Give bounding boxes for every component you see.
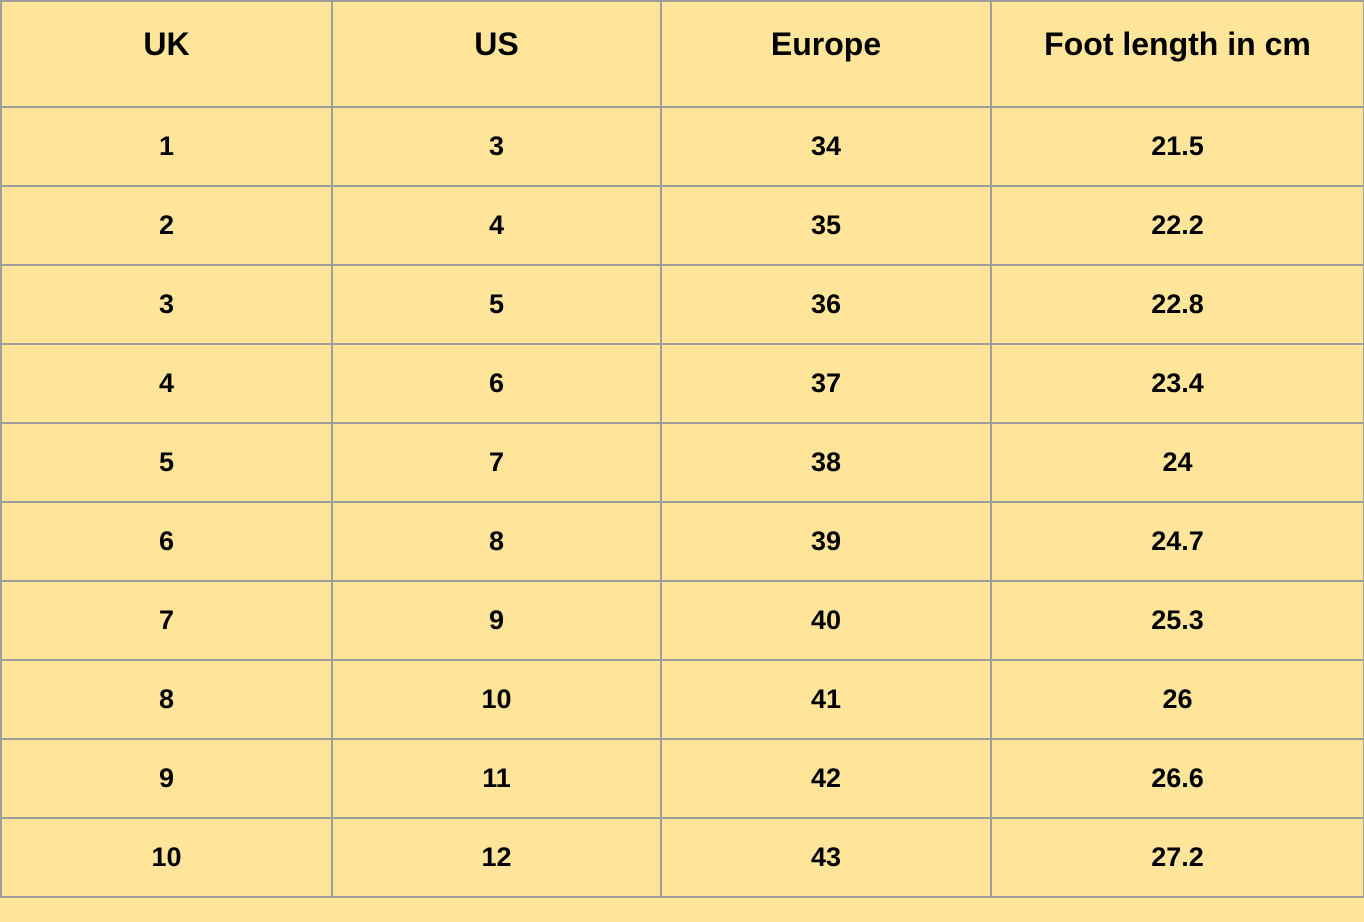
table-row: 2 4 35 22.2 xyxy=(0,185,1364,266)
table-row: 7 9 40 25.3 xyxy=(0,580,1364,661)
cell-uk: 6 xyxy=(0,501,333,582)
table-row: 5 7 38 24 xyxy=(0,422,1364,503)
cell-us: 12 xyxy=(331,817,662,898)
cell-europe: 43 xyxy=(660,817,992,898)
cell-europe: 39 xyxy=(660,501,992,582)
table-row: 8 10 41 26 xyxy=(0,659,1364,740)
cell-europe: 42 xyxy=(660,738,992,819)
header-us: US xyxy=(331,0,662,108)
cell-foot-length: 26 xyxy=(990,659,1364,740)
cell-uk: 3 xyxy=(0,264,333,345)
cell-foot-length: 22.8 xyxy=(990,264,1364,345)
cell-foot-length: 24.7 xyxy=(990,501,1364,582)
cell-us: 8 xyxy=(331,501,662,582)
cell-europe: 36 xyxy=(660,264,992,345)
cell-us: 7 xyxy=(331,422,662,503)
header-row: UK US Europe Foot length in cm xyxy=(0,0,1364,108)
cell-uk: 10 xyxy=(0,817,333,898)
table-row: 9 11 42 26.6 xyxy=(0,738,1364,819)
cell-europe: 37 xyxy=(660,343,992,424)
cell-europe: 34 xyxy=(660,106,992,187)
cell-foot-length: 25.3 xyxy=(990,580,1364,661)
cell-foot-length: 21.5 xyxy=(990,106,1364,187)
cell-us: 5 xyxy=(331,264,662,345)
table-row: 6 8 39 24.7 xyxy=(0,501,1364,582)
cell-us: 3 xyxy=(331,106,662,187)
cell-uk: 1 xyxy=(0,106,333,187)
table-row: 4 6 37 23.4 xyxy=(0,343,1364,424)
cell-us: 4 xyxy=(331,185,662,266)
table-row: 3 5 36 22.8 xyxy=(0,264,1364,345)
cell-foot-length: 26.6 xyxy=(990,738,1364,819)
cell-uk: 8 xyxy=(0,659,333,740)
cell-foot-length: 27.2 xyxy=(990,817,1364,898)
cell-uk: 2 xyxy=(0,185,333,266)
cell-us: 9 xyxy=(331,580,662,661)
cell-uk: 5 xyxy=(0,422,333,503)
cell-foot-length: 23.4 xyxy=(990,343,1364,424)
cell-europe: 35 xyxy=(660,185,992,266)
cell-uk: 9 xyxy=(0,738,333,819)
shoe-size-table: UK US Europe Foot length in cm 1 3 34 21.5 2… xyxy=(0,0,1364,898)
table-row: 10 12 43 27.2 xyxy=(0,817,1364,898)
header-uk: UK xyxy=(0,0,333,108)
cell-us: 10 xyxy=(331,659,662,740)
cell-us: 11 xyxy=(331,738,662,819)
table-row: 1 3 34 21.5 xyxy=(0,106,1364,187)
cell-uk: 7 xyxy=(0,580,333,661)
cell-europe: 40 xyxy=(660,580,992,661)
cell-foot-length: 22.2 xyxy=(990,185,1364,266)
header-europe: Europe xyxy=(660,0,992,108)
cell-europe: 38 xyxy=(660,422,992,503)
cell-us: 6 xyxy=(331,343,662,424)
cell-uk: 4 xyxy=(0,343,333,424)
cell-foot-length: 24 xyxy=(990,422,1364,503)
cell-europe: 41 xyxy=(660,659,992,740)
header-foot-length: Foot length in cm xyxy=(990,0,1364,108)
